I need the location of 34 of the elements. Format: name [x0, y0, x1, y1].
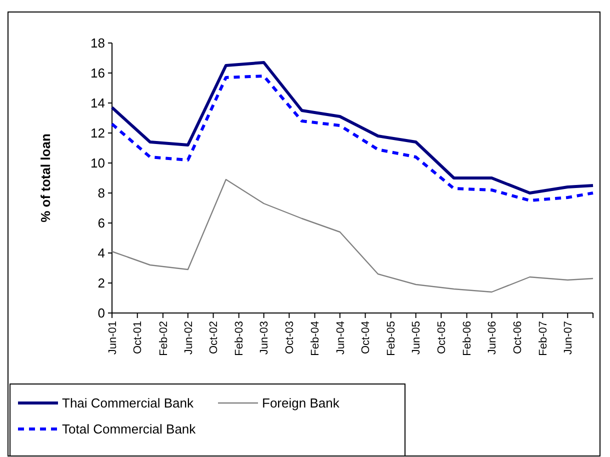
x-tick-label: Feb-07 [538, 321, 550, 356]
legend-label: Total Commercial Bank [62, 422, 196, 437]
legend-label: Thai Commercial Bank [62, 396, 194, 411]
line-series [111, 178, 594, 293]
x-tick-label: Jun-04 [334, 321, 347, 355]
x-tick-label: Oct-02 [208, 321, 220, 354]
x-tick-label: Jun-05 [410, 321, 423, 355]
y-tick-label: 12 [90, 126, 105, 141]
x-tick-label: Oct-03 [284, 321, 296, 354]
x-tick-label: Oct-05 [436, 321, 448, 354]
y-axis-title: % of total loan [38, 134, 53, 222]
x-tick-label: Feb-06 [462, 321, 474, 356]
x-tick-label: Feb-02 [158, 321, 170, 356]
y-tick-label: 0 [98, 306, 105, 321]
x-tick-label: Oct-04 [360, 321, 372, 354]
y-tick-label: 16 [90, 66, 105, 81]
x-tick-label: Jun-07 [562, 321, 574, 355]
legend-label: Foreign Bank [262, 396, 340, 411]
x-tick-label: Feb-05 [386, 321, 398, 356]
x-tick-label: Jun-01 [106, 321, 119, 355]
y-tick-label: 10 [90, 156, 105, 171]
x-tick-label: Feb-04 [310, 321, 322, 356]
y-tick-label: 6 [98, 216, 105, 231]
x-tick-label: Oct-06 [512, 321, 524, 354]
y-tick-label: 4 [98, 246, 105, 261]
y-tick-label: 2 [98, 276, 105, 291]
x-tick-label: Jun-06 [486, 321, 499, 355]
x-tick-label: Feb-03 [234, 321, 246, 356]
x-tick-label: Jun-02 [182, 321, 195, 355]
y-tick-label: 18 [90, 36, 105, 51]
x-tick-label: Jun-03 [258, 321, 271, 355]
x-tick-label: Oct-01 [132, 321, 144, 354]
y-tick-label: 8 [98, 186, 105, 201]
y-tick-label: 14 [90, 96, 105, 111]
